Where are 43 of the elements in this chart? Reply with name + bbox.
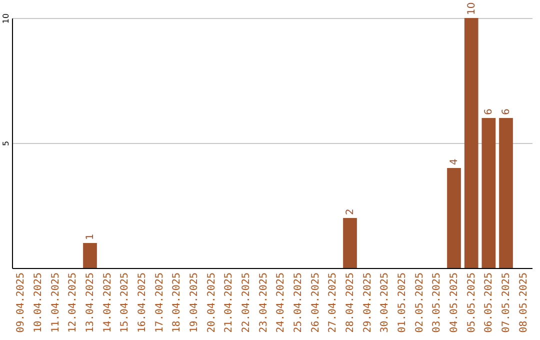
x-tick-label: 25.04.2025 (293, 272, 304, 333)
x-tick-label: 26.04.2025 (310, 272, 322, 333)
x-tick-label: 01.05.2025 (397, 272, 408, 333)
x-tick-label: 28.04.2025 (345, 272, 356, 333)
data-label: 10 (466, 2, 478, 15)
x-tick-label: 11.04.2025 (50, 272, 62, 333)
x-tick-label: 24.04.2025 (276, 272, 287, 333)
x-tick-label: 03.05.2025 (432, 272, 443, 333)
bar (482, 118, 496, 268)
bar (83, 243, 97, 268)
bar (343, 218, 357, 268)
bar (499, 118, 513, 268)
data-label: 6 (484, 108, 495, 115)
bar (464, 18, 478, 268)
y-tick-label: 5 (2, 140, 10, 146)
x-tick-label: 05.05.2025 (466, 272, 478, 333)
data-label: 1 (85, 234, 96, 240)
x-tick-label: 09.04.2025 (16, 272, 27, 333)
x-tick-label: 02.05.2025 (414, 272, 426, 333)
data-label: 4 (449, 158, 460, 165)
x-tick-label: 18.04.2025 (172, 272, 183, 333)
x-tick-label: 20.04.2025 (206, 272, 218, 333)
x-tick-label: 10.04.2025 (33, 272, 44, 333)
x-tick-label: 04.05.2025 (449, 272, 460, 333)
x-tick-label: 22.04.2025 (241, 272, 252, 333)
x-tick-label: 17.04.2025 (154, 272, 166, 333)
bar (447, 168, 461, 268)
x-tick-label: 07.05.2025 (501, 272, 512, 333)
x-tick-label: 30.04.2025 (380, 272, 391, 333)
x-tick-label: 12.04.2025 (68, 272, 79, 333)
data-label: 6 (501, 108, 512, 115)
data-label: 2 (345, 208, 356, 215)
x-tick-label: 21.04.2025 (224, 272, 235, 333)
x-tick-label: 27.04.2025 (328, 272, 339, 333)
x-tick-label: 29.04.2025 (362, 272, 374, 333)
x-tick-label: 16.04.2025 (137, 272, 148, 333)
x-tick-label: 08.05.2025 (518, 272, 530, 333)
x-tick-label: 23.04.2025 (258, 272, 270, 333)
x-tick-label: 19.04.2025 (189, 272, 200, 333)
x-tick-label: 15.04.2025 (120, 272, 131, 333)
x-tick-label: 06.05.2025 (484, 272, 495, 333)
x-tick-label: 13.04.2025 (85, 272, 96, 333)
x-tick-label: 14.04.2025 (102, 272, 114, 333)
